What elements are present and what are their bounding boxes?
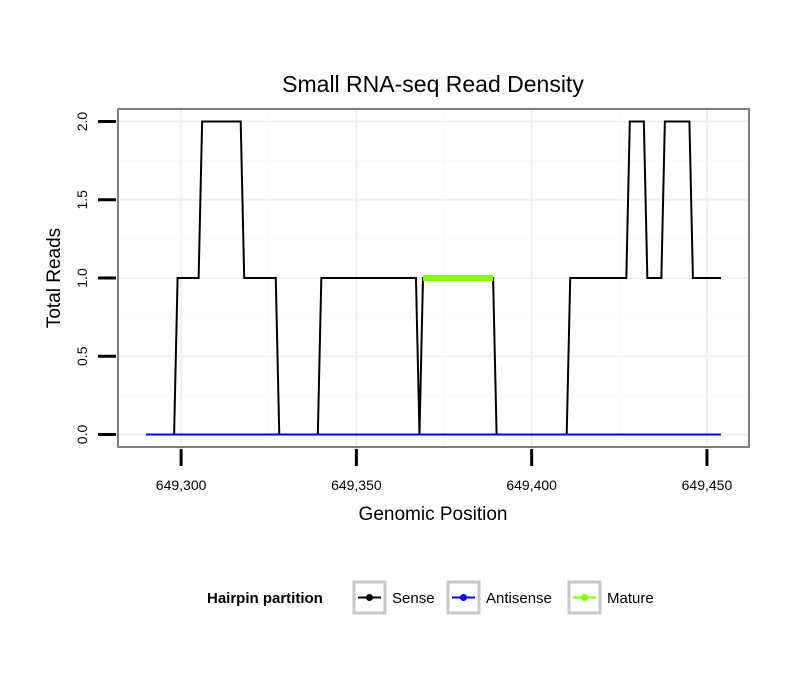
y-tick-label: 0.0 — [74, 425, 90, 445]
x-tick-label: 649,450 — [682, 477, 733, 493]
legend-item-mature: Mature — [567, 580, 654, 615]
y-tick-label: 1.5 — [74, 190, 90, 210]
legend-label: Antisense — [486, 590, 552, 607]
chart-title: Small RNA-seq Read Density — [282, 71, 584, 97]
y-axis-title: Total Reads — [44, 228, 65, 328]
legend-title: Hairpin partition — [207, 590, 323, 607]
legend: Hairpin partition Sense Antisense Mature — [207, 580, 654, 615]
series-layer — [146, 120, 721, 436]
x-tick-label: 649,400 — [506, 477, 557, 493]
legend-key-box — [567, 580, 602, 615]
plot-panel — [117, 108, 750, 448]
legend-label: Sense — [392, 590, 435, 607]
x-tick-label: 649,300 — [156, 477, 207, 493]
legend-item-antisense: Antisense — [446, 580, 552, 615]
y-tick-label: 1.0 — [74, 268, 90, 288]
legend-key-point — [581, 594, 588, 601]
legend-key-point — [366, 594, 373, 601]
x-tick-label: 649,350 — [331, 477, 382, 493]
x-axis-title: Genomic Position — [359, 504, 508, 525]
y-axis: 0.0 0.5 1.0 1.5 2.0 — [74, 112, 116, 445]
legend-label: Mature — [607, 590, 654, 607]
legend-key-point — [460, 594, 467, 601]
y-tick-label: 2.0 — [74, 112, 90, 132]
y-tick-label: 0.5 — [74, 346, 90, 366]
legend-item-sense: Sense — [352, 580, 435, 615]
x-axis: 649,300 649,350 649,400 649,450 — [156, 449, 733, 493]
